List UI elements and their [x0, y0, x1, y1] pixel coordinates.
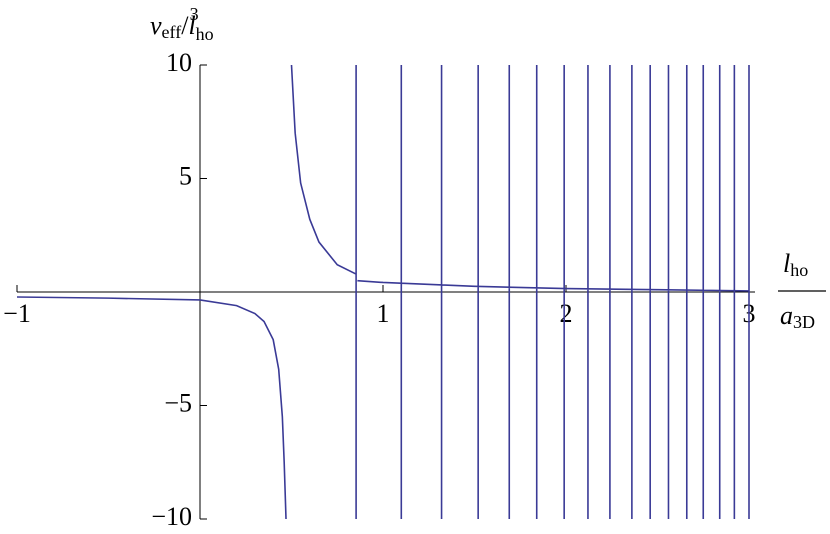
x-tick-label: 2 — [560, 299, 573, 328]
x-tick-label: 1 — [377, 299, 390, 328]
y-tick-label: −5 — [164, 388, 192, 417]
y-tick-label: 10 — [166, 48, 192, 77]
x-axis-label: lho — [783, 249, 808, 280]
x-axis-label-denominator: a3D — [780, 301, 815, 332]
y-axis-label: veff/lho3 — [150, 4, 214, 44]
x-tick-label: −1 — [3, 299, 31, 328]
y-tick-label: 5 — [179, 161, 192, 190]
data-line — [16, 64, 750, 520]
y-tick-label: −10 — [151, 502, 192, 531]
